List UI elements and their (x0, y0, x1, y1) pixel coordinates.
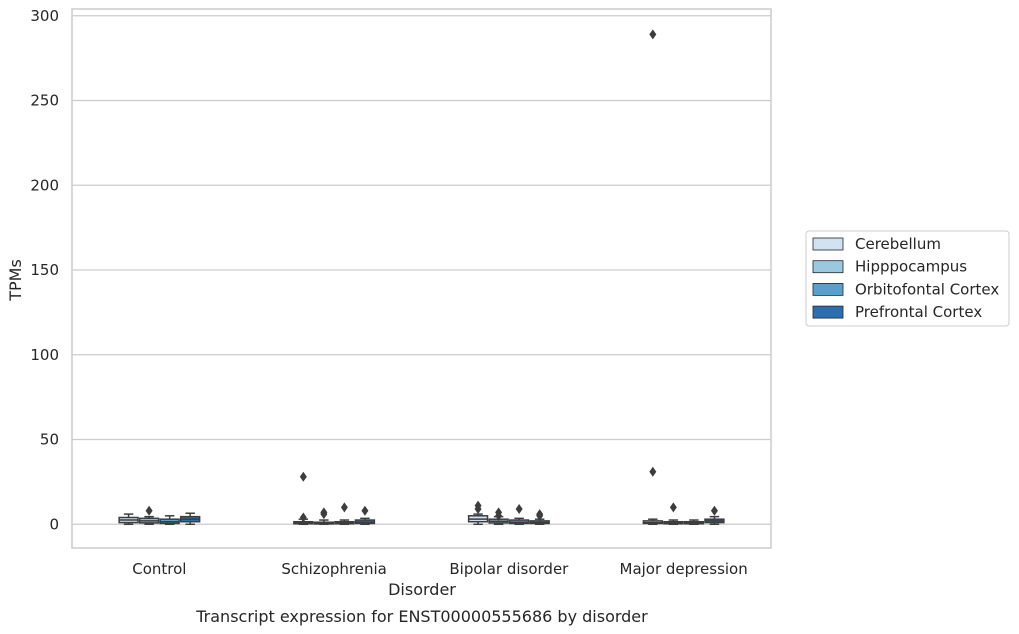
outlier-point (536, 510, 544, 521)
box-orbitofontal-cortex (334, 502, 355, 526)
legend-frame (805, 230, 1010, 327)
box-hipppocampus (663, 502, 684, 526)
x-tick-label: Major depression (620, 560, 748, 578)
box-hipppocampus (313, 507, 335, 526)
y-tick-label: 100 (30, 346, 59, 364)
x-axis-ticks: Control Schizophrenia Bipolar disorder Majo… (132, 560, 747, 578)
x-tick-label: Control (132, 560, 186, 578)
legend-entry: Orbitofontal Cortex (855, 280, 999, 298)
outlier-point (649, 466, 657, 477)
legend-swatch (812, 305, 844, 319)
outlier-point (299, 471, 307, 482)
box-prefrontal-cortex (354, 505, 376, 526)
box-prefrontal-cortex (529, 509, 550, 526)
legend-entry: Hipppocampus (855, 258, 967, 276)
box-cerebellum (467, 500, 489, 526)
y-gridlines (72, 15, 771, 525)
y-tick-label: 50 (40, 431, 59, 449)
y-tick-label: 250 (30, 92, 59, 110)
y-tick-label: 0 (49, 515, 59, 533)
box-cerebellum (642, 29, 664, 526)
box-orbitofontal-cortex (159, 515, 180, 526)
outlier-point (710, 505, 718, 516)
outlier-point (361, 505, 369, 516)
box-cerebellum (293, 471, 314, 526)
box-orbitofontal-cortex (508, 504, 530, 526)
outlier-point (299, 512, 307, 523)
y-axis-label: TPMs (6, 259, 25, 302)
box-cerebellum (118, 513, 139, 526)
x-tick-label: Schizophrenia (281, 560, 386, 578)
box-prefrontal-cortex (179, 512, 201, 526)
box-prefrontal-cortex (704, 505, 725, 526)
outlier-point (669, 502, 677, 513)
legend-swatch (812, 282, 844, 296)
outlier-point (495, 510, 503, 521)
outlier-point (320, 509, 328, 520)
y-axis-ticks: 0 50 100 150 200 250 300 (30, 7, 59, 533)
legend-swatch (812, 237, 844, 251)
legend-entry: Prefrontal Cortex (855, 303, 982, 321)
legend: Cerebellum Hipppocampus Orbitofontal Corte… (805, 230, 1010, 327)
outlier-point (474, 504, 482, 515)
outlier-point (340, 502, 348, 513)
box-plot-marks (118, 29, 725, 526)
y-tick-label: 150 (30, 261, 59, 279)
box-orbitofontal-cortex (683, 519, 705, 526)
legend-swatch (812, 260, 844, 274)
x-axis-label: Disorder (388, 580, 456, 599)
outlier-point (649, 29, 657, 40)
chart-caption: Transcript expression for ENST0000055568… (195, 607, 648, 626)
box-hipppocampus (138, 505, 160, 526)
outlier-point (145, 505, 153, 516)
plot-area-frame (71, 8, 772, 549)
y-tick-label: 300 (30, 7, 59, 25)
legend-entry: Cerebellum (855, 235, 941, 253)
outlier-point (515, 504, 523, 515)
x-tick-label: Bipolar disorder (449, 560, 569, 578)
box-hipppocampus (488, 507, 509, 526)
y-tick-label: 200 (30, 176, 59, 194)
